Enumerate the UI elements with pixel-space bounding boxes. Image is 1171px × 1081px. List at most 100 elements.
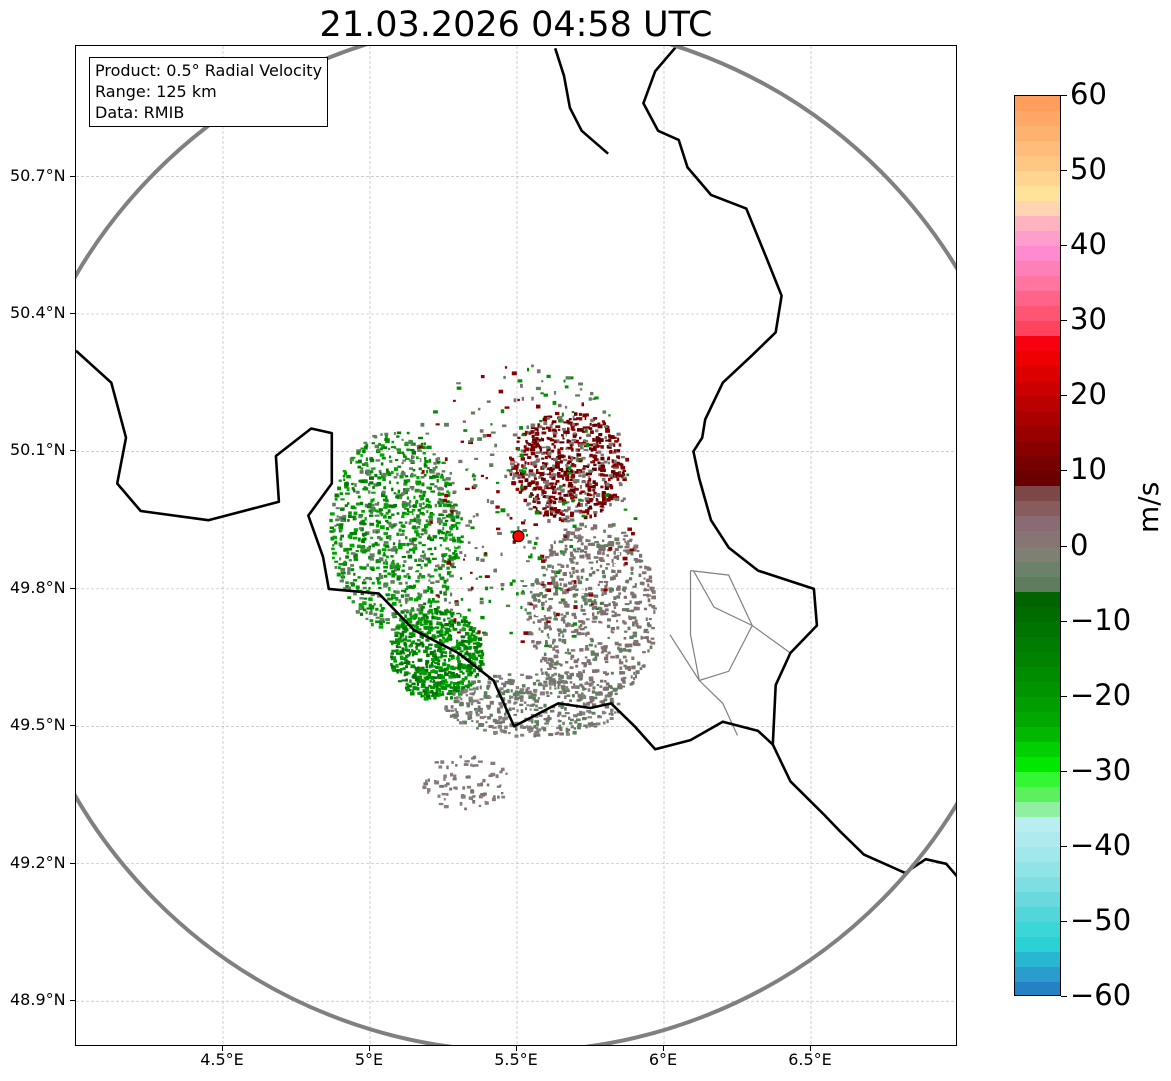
colorbar xyxy=(1014,95,1061,996)
echo-pixel xyxy=(388,586,391,591)
echo-pixel xyxy=(589,447,592,451)
echo-pixel xyxy=(427,788,431,792)
echo-pixel xyxy=(450,681,453,684)
echo-pixel xyxy=(560,564,565,568)
echo-pixel xyxy=(452,552,456,555)
echo-pixel xyxy=(498,719,501,722)
echo-pixel xyxy=(462,623,467,627)
echo-pixel xyxy=(401,630,407,633)
echo-pixel xyxy=(350,456,356,459)
echo-pixel xyxy=(503,716,509,720)
echo-pixel xyxy=(361,510,365,513)
lat-tick-mark xyxy=(70,450,75,452)
lat-tick-mark xyxy=(70,313,75,314)
echo-pixel xyxy=(417,548,422,551)
echo-pixel xyxy=(616,626,620,630)
echo-pixel xyxy=(550,466,555,471)
echo-pixel xyxy=(360,479,366,484)
echo-pixel xyxy=(600,651,604,654)
echo-pixel xyxy=(542,507,545,510)
echo-pixel xyxy=(642,571,647,575)
echo-pixel xyxy=(644,565,647,570)
echo-pixel xyxy=(378,469,382,473)
echo-pixel xyxy=(517,398,520,402)
echo-pixel xyxy=(549,644,553,648)
echo-pixel xyxy=(468,711,473,715)
echo-pixel xyxy=(436,684,439,688)
echo-pixel xyxy=(467,608,471,612)
echo-pixel xyxy=(542,490,547,494)
echo-pixel xyxy=(559,550,565,553)
echo-pixel xyxy=(376,594,382,598)
lon-tick-label: 6°E xyxy=(648,1050,678,1069)
echo-pixel xyxy=(588,478,592,482)
echo-pixel xyxy=(365,457,368,462)
radar-map[interactable] xyxy=(75,45,957,1046)
echo-pixel xyxy=(590,721,594,726)
echo-pixel xyxy=(521,433,525,437)
echo-pixel xyxy=(648,618,652,621)
echo-pixel xyxy=(418,521,421,525)
colorbar-tick-mark xyxy=(1061,470,1067,472)
echo-pixel xyxy=(577,534,582,538)
echo-pixel xyxy=(520,733,525,737)
echo-pixel xyxy=(468,635,472,638)
echo-pixel xyxy=(622,497,626,501)
echo-pixel xyxy=(392,614,396,619)
echo-pixel xyxy=(417,449,422,452)
echo-pixel xyxy=(383,570,387,573)
echo-pixel xyxy=(350,568,355,572)
echo-pixel xyxy=(386,527,390,531)
echo-pixel xyxy=(563,601,568,606)
echo-pixel xyxy=(650,641,656,645)
echo-pixel xyxy=(541,380,544,383)
echo-pixel xyxy=(370,458,375,463)
echo-pixel xyxy=(449,654,454,658)
echo-pixel xyxy=(610,485,614,490)
echo-pixel xyxy=(378,573,382,577)
echo-pixel xyxy=(443,662,447,666)
echo-pixel xyxy=(431,686,435,690)
echo-pixel xyxy=(488,725,494,728)
echo-pixel xyxy=(461,663,466,666)
echo-pixel xyxy=(482,792,487,796)
echo-pixel xyxy=(448,554,452,557)
echo-pixel xyxy=(397,680,402,683)
echo-pixel xyxy=(598,692,603,696)
echo-pixel xyxy=(450,665,454,668)
echo-pixel xyxy=(483,695,487,699)
echo-pixel xyxy=(613,550,616,555)
echo-pixel xyxy=(566,618,571,622)
echo-pixel xyxy=(428,534,431,538)
echo-pixel xyxy=(500,720,505,724)
gridlines xyxy=(76,46,956,1045)
echo-pixel xyxy=(441,584,447,588)
echo-pixel xyxy=(586,553,591,557)
echo-pixel xyxy=(415,533,420,537)
echo-pixel xyxy=(465,670,470,673)
echo-pixel xyxy=(546,633,550,637)
echo-pixel xyxy=(429,475,434,480)
echo-pixel xyxy=(450,524,455,528)
echo-pixel xyxy=(401,589,405,592)
echo-pixel xyxy=(533,688,538,692)
echo-pixel xyxy=(540,583,545,586)
echo-pixel xyxy=(633,544,639,549)
echo-pixel xyxy=(560,613,564,616)
echo-pixel xyxy=(542,435,546,439)
echo-pixel xyxy=(359,597,364,600)
echo-pixel xyxy=(436,518,440,521)
echo-pixel xyxy=(409,679,412,683)
echo-pixel xyxy=(615,654,620,659)
echo-pixel xyxy=(410,607,415,611)
echo-pixel xyxy=(444,493,449,498)
echo-pixel xyxy=(569,544,574,548)
colorbar-tick-label: −10 xyxy=(1070,602,1132,637)
echo-pixel xyxy=(410,460,414,464)
echo-pixel xyxy=(602,548,605,552)
echo-pixel xyxy=(369,619,374,622)
echo-pixel xyxy=(544,483,549,487)
echo-pixel xyxy=(588,725,591,728)
echo-pixel xyxy=(544,462,548,467)
echo-pixel xyxy=(340,498,345,501)
